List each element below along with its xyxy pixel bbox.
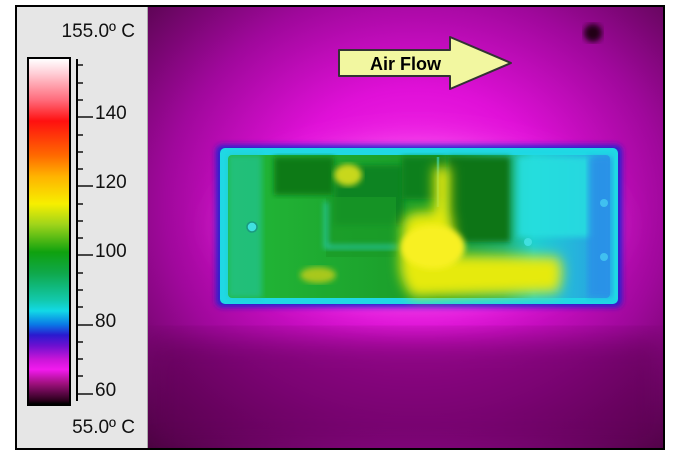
color-scale-bar — [27, 57, 71, 406]
air-flow-label: Air Flow — [370, 54, 441, 74]
temperature-scale-panel: 155.0º C — [17, 7, 148, 448]
tick-label-100: 100 — [95, 241, 127, 262]
tick-label-60: 60 — [95, 380, 117, 401]
tick-label-80: 80 — [95, 311, 117, 332]
tick-label-120: 120 — [95, 172, 127, 193]
scale-max-label: 155.0º C — [61, 21, 136, 42]
scale-ticks — [76, 59, 93, 401]
thermal-image — [148, 7, 663, 448]
scale-min-label: 55.0º C — [72, 417, 135, 438]
air-flow-arrow — [338, 36, 512, 90]
thermal-image-frame: 155.0º C — [15, 5, 665, 450]
tick-label-140: 140 — [95, 103, 127, 124]
